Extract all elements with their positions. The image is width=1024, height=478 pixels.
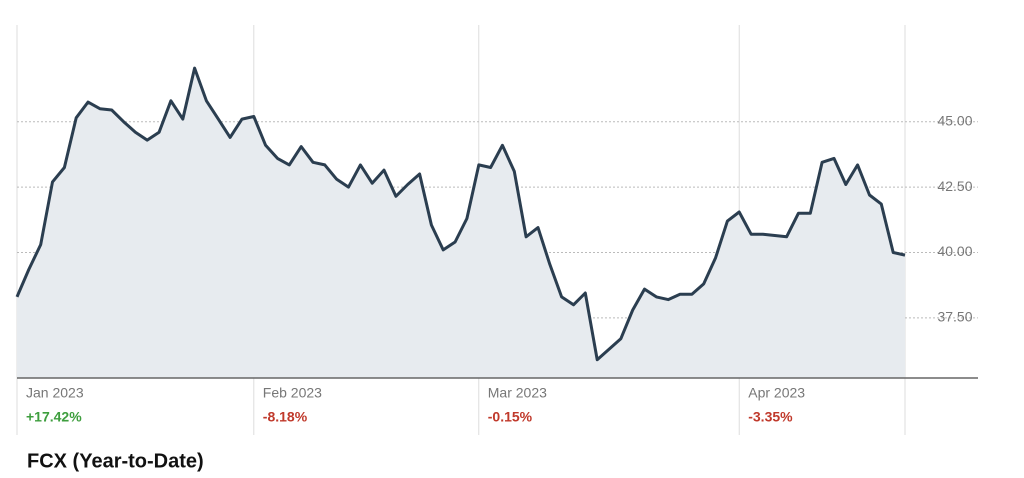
chart-title: FCX (Year-to-Date) (27, 450, 204, 472)
area-fill (17, 68, 905, 378)
x-tick-label: Jan 2023 (26, 385, 84, 401)
y-tick-label: 42.50 (937, 178, 972, 194)
month-change: -8.18% (263, 409, 308, 425)
month-change: +17.42% (26, 409, 82, 425)
x-tick-label: Mar 2023 (488, 385, 547, 401)
x-tick-label: Feb 2023 (263, 385, 322, 401)
y-tick-label: 40.00 (937, 243, 972, 259)
y-tick-label: 45.00 (937, 112, 972, 128)
x-tick-label: Apr 2023 (748, 385, 805, 401)
price-line (15, 66, 906, 362)
y-tick-label: 37.50 (937, 309, 972, 325)
month-change: -0.15% (488, 409, 533, 425)
month-change: -3.35% (748, 409, 793, 425)
